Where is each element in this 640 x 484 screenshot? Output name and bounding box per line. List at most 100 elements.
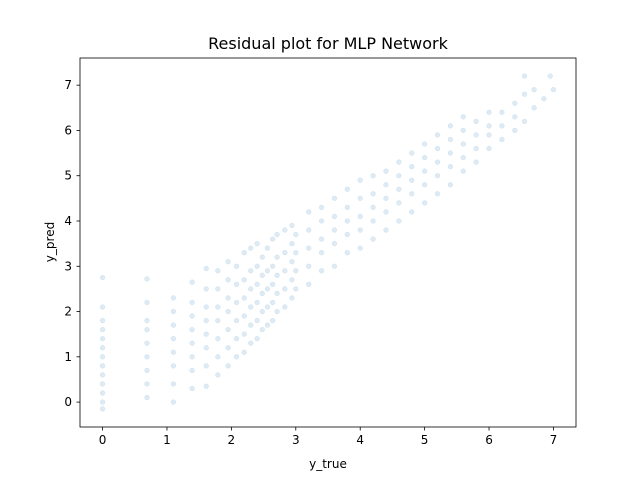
data-point	[274, 290, 280, 297]
data-point	[274, 308, 280, 315]
data-point	[289, 259, 295, 265]
data-point	[521, 73, 528, 79]
data-point	[293, 286, 299, 292]
data-point	[259, 254, 265, 260]
data-point	[331, 227, 338, 233]
x-tick-label: 4	[356, 433, 364, 447]
data-point	[357, 195, 363, 202]
data-point	[264, 286, 271, 292]
x-tick-label: 1	[163, 433, 171, 447]
data-point	[396, 218, 402, 224]
data-point	[215, 336, 221, 342]
data-point	[434, 159, 441, 165]
data-point	[521, 118, 528, 125]
data-point	[170, 363, 177, 369]
data-point	[434, 132, 441, 138]
data-point	[99, 363, 106, 369]
data-point	[225, 345, 231, 351]
data-point	[248, 286, 254, 292]
data-point	[233, 263, 240, 269]
data-point	[370, 204, 376, 211]
data-point	[99, 354, 106, 360]
data-point	[318, 218, 325, 224]
data-point	[144, 327, 150, 333]
data-point	[144, 381, 150, 387]
data-point	[486, 109, 492, 115]
data-point	[225, 295, 231, 301]
data-point	[486, 132, 492, 138]
data-point	[203, 317, 209, 324]
data-point	[396, 186, 402, 192]
x-tick-label: 0	[99, 433, 107, 447]
data-point	[189, 354, 195, 360]
data-point	[409, 177, 415, 183]
data-point	[189, 340, 195, 346]
y-tick-label: 6	[64, 123, 72, 137]
data-point	[447, 182, 454, 188]
data-point	[383, 182, 389, 188]
data-point	[233, 299, 240, 306]
data-point	[233, 354, 240, 360]
data-point	[318, 250, 325, 256]
data-point	[512, 127, 518, 134]
data-point	[189, 299, 195, 306]
data-point	[259, 327, 265, 333]
data-point	[370, 173, 376, 179]
data-point	[512, 114, 518, 120]
data-point	[383, 209, 389, 215]
data-point	[170, 308, 177, 315]
data-point	[460, 114, 466, 120]
data-point	[344, 250, 350, 256]
data-point	[203, 286, 209, 292]
data-point	[434, 145, 441, 152]
data-point	[264, 322, 271, 328]
data-point	[215, 372, 221, 378]
data-point	[409, 191, 415, 197]
data-point	[318, 268, 325, 274]
data-point	[282, 227, 288, 233]
data-point	[357, 227, 363, 233]
data-point	[264, 304, 271, 310]
data-point	[282, 286, 288, 292]
data-point	[254, 299, 260, 306]
data-point	[203, 304, 209, 310]
data-point	[460, 168, 466, 174]
data-point	[547, 73, 553, 79]
data-point	[306, 245, 312, 251]
data-point	[254, 336, 260, 342]
data-point	[144, 299, 150, 306]
data-point	[170, 295, 177, 301]
data-point	[248, 245, 254, 251]
data-point	[215, 354, 221, 360]
data-point	[203, 383, 209, 389]
data-point	[274, 231, 280, 238]
data-point	[99, 390, 106, 396]
data-point	[318, 236, 325, 242]
data-point	[189, 327, 195, 333]
data-point	[460, 141, 466, 147]
data-point	[233, 336, 240, 342]
data-point	[99, 274, 106, 281]
data-point	[357, 245, 363, 251]
data-point	[383, 168, 389, 174]
data-point	[434, 191, 441, 197]
data-point	[269, 317, 276, 324]
data-point	[396, 200, 402, 206]
data-point	[282, 268, 288, 274]
data-point	[269, 299, 276, 306]
data-point	[248, 322, 254, 328]
y-tick-label: 0	[64, 395, 72, 409]
data-point	[473, 118, 479, 125]
data-point	[189, 313, 195, 319]
data-point	[215, 304, 221, 310]
data-point	[289, 240, 295, 247]
data-point	[203, 265, 209, 272]
axes-frame	[79, 57, 577, 428]
data-point	[264, 268, 271, 274]
data-point	[486, 123, 492, 129]
data-point	[254, 240, 260, 247]
data-point	[293, 250, 299, 256]
data-point	[241, 313, 247, 319]
data-point	[144, 276, 150, 282]
data-point	[473, 145, 479, 152]
